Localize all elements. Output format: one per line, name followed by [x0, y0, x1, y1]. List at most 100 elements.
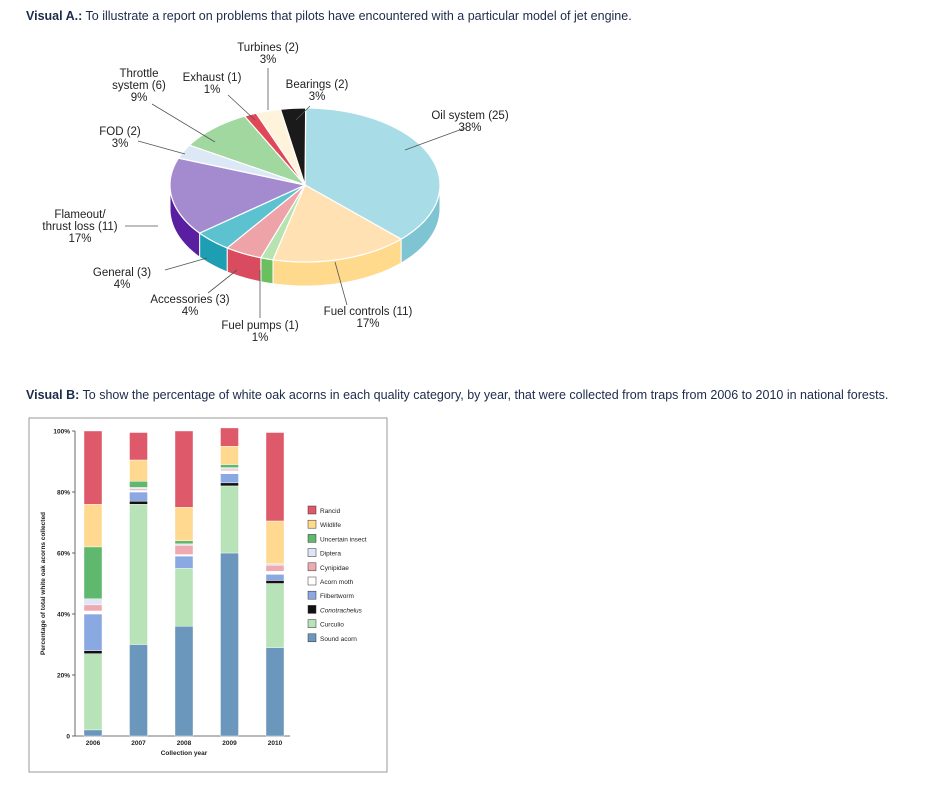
legend-label: Curculio [320, 622, 344, 629]
legend-label: Filbertworm [320, 593, 354, 600]
bar-segment-acorn-moth [129, 490, 148, 493]
legend-swatch [307, 633, 317, 643]
bar-segment-uncertain-insect [174, 540, 194, 545]
visual-b-title: Visual B: [26, 388, 80, 402]
pie-slice-gen [198, 184, 306, 249]
legend-swatch [307, 534, 317, 543]
bar-segment-cynipidae [174, 545, 194, 555]
bar-segment-curculio [265, 583, 285, 648]
legend-swatch [307, 562, 317, 572]
bar-segment-sound-acorn [83, 729, 103, 737]
bar-2006 [83, 430, 103, 737]
bar-2009 [220, 427, 239, 737]
bar-segment-conotrachelus [220, 482, 239, 487]
y-tick-label: 0 [66, 734, 70, 741]
bar-segment-conotrachelus [129, 500, 148, 505]
pie-label-percent: 17% [68, 233, 91, 245]
pie-label-name: Fuel pumps (1) [221, 320, 299, 332]
pie-label-percent: 17% [356, 318, 379, 330]
pie-tops [169, 107, 441, 263]
x-tick-label: 2009 [222, 740, 237, 747]
pie-leader-line [164, 257, 208, 271]
pie-label-name-line2: system (6) [112, 80, 166, 92]
pie-slice-turb [255, 108, 306, 186]
bar-2010 [265, 432, 285, 737]
visual-b-text: To show the percentage of white oak acor… [79, 388, 889, 402]
bars: 2006 2007 2008 2009 2010 [83, 427, 285, 747]
bar-segment-sound-acorn [220, 552, 239, 737]
legend-label: Acorn moth [320, 579, 354, 586]
bar-segment-rancid [174, 430, 194, 508]
bar-segment-acorn-moth [220, 470, 239, 474]
pie-label-percent: 4% [182, 306, 199, 318]
legend-swatch [307, 548, 317, 557]
bar-segment-acorn-moth [265, 571, 285, 575]
legend-swatch [307, 619, 317, 628]
bar-segment-conotrachelus [265, 580, 285, 584]
pie-label-percent: 3% [112, 138, 129, 150]
bar-segment-filbertworm [83, 613, 103, 651]
pie-label-gen: General (3)4% [93, 257, 208, 291]
bar-segment-filbertworm [174, 555, 194, 569]
pie-labels: Oil system (25)38%Fuel controls (11)17%F… [42, 42, 508, 344]
pie-label-bear: Bearings (2)3% [286, 79, 349, 121]
x-tick-label: 2010 [268, 740, 283, 747]
bar-segment-rancid [220, 427, 239, 447]
pie-label-name: FOD (2) [99, 126, 141, 138]
bar-segment-curculio [83, 653, 103, 731]
pie-label-name-line2: thrust loss (11) [42, 221, 117, 233]
pie-label-exhaust: Exhaust (1)1% [183, 72, 256, 121]
pie-label-name: Throttle [120, 68, 159, 80]
pie-chart: Oil system (25)38%Fuel controls (11)17%F… [42, 42, 508, 344]
bar-segment-rancid [265, 432, 285, 522]
legend-swatch [307, 519, 317, 529]
bar-legend: Rancid Wildlife Uncertain insect Diptera Cyn… [307, 505, 367, 643]
pie-slice-bear [279, 107, 307, 186]
bar-2008 [174, 430, 194, 737]
pie-slice-oil [304, 107, 441, 240]
pie-label-name: Bearings (2) [286, 79, 349, 91]
bar-segment-uncertain-insect [83, 546, 103, 599]
bar-segment-diptera [129, 487, 148, 490]
bar-segment-acorn-moth [83, 610, 103, 615]
pie-label-percent: 3% [260, 54, 277, 66]
pie-label-turb: Turbines (2)3% [237, 42, 299, 110]
pie-label-name: Turbines (2) [237, 42, 299, 54]
y-tick-label: 40% [57, 612, 70, 619]
pie-slice-throttle [188, 115, 307, 187]
bar-segment-cynipidae [129, 488, 148, 491]
pie-label-fuelpump: Fuel pumps (1)1% [221, 270, 299, 344]
bar-segment-wildlife [265, 520, 285, 564]
pie-leader-line [227, 94, 256, 121]
pie-label-percent: 1% [204, 84, 221, 96]
pie-leader-line [334, 261, 348, 306]
visual-b-caption: Visual B: To show the percentage of whit… [26, 388, 888, 403]
legend-label: Uncertain insect [320, 536, 367, 543]
pie-slice-acc [225, 184, 306, 259]
pie-label-name: General (3) [93, 267, 151, 279]
bar-segment-wildlife [129, 459, 148, 482]
y-tick-label: 100% [53, 429, 70, 436]
legend-swatch [307, 590, 317, 600]
legend-label: Sound acorn [320, 636, 357, 643]
pie-label-name: Accessories (3) [150, 294, 229, 306]
pie-label-percent: 1% [252, 332, 269, 344]
bar-segment-filbertworm [265, 574, 285, 581]
legend-label: Conotrachelus [320, 607, 363, 614]
bar-segment-filbertworm [220, 473, 239, 484]
pie-label-fuelctl: Fuel controls (11)17% [324, 261, 412, 330]
bar-segment-acorn-moth [174, 554, 194, 557]
pie-leader-line [137, 140, 186, 155]
bar-segment-diptera [83, 598, 103, 606]
pie-label-fod: FOD (2)3% [99, 126, 186, 155]
y-ticks: 0 20% 40% 60% 80% 100% [53, 429, 75, 741]
x-tick-label: 2008 [177, 740, 192, 747]
bar-segment-conotrachelus [83, 650, 103, 654]
y-tick-label: 60% [57, 551, 70, 558]
bar-segment-sound-acorn [265, 647, 285, 737]
bar-segment-uncertain-insect [220, 464, 239, 468]
pie-label-name: Flameout/ [54, 209, 106, 221]
bar-segment-cynipidae [83, 604, 103, 612]
y-tick-label: 20% [57, 673, 70, 680]
